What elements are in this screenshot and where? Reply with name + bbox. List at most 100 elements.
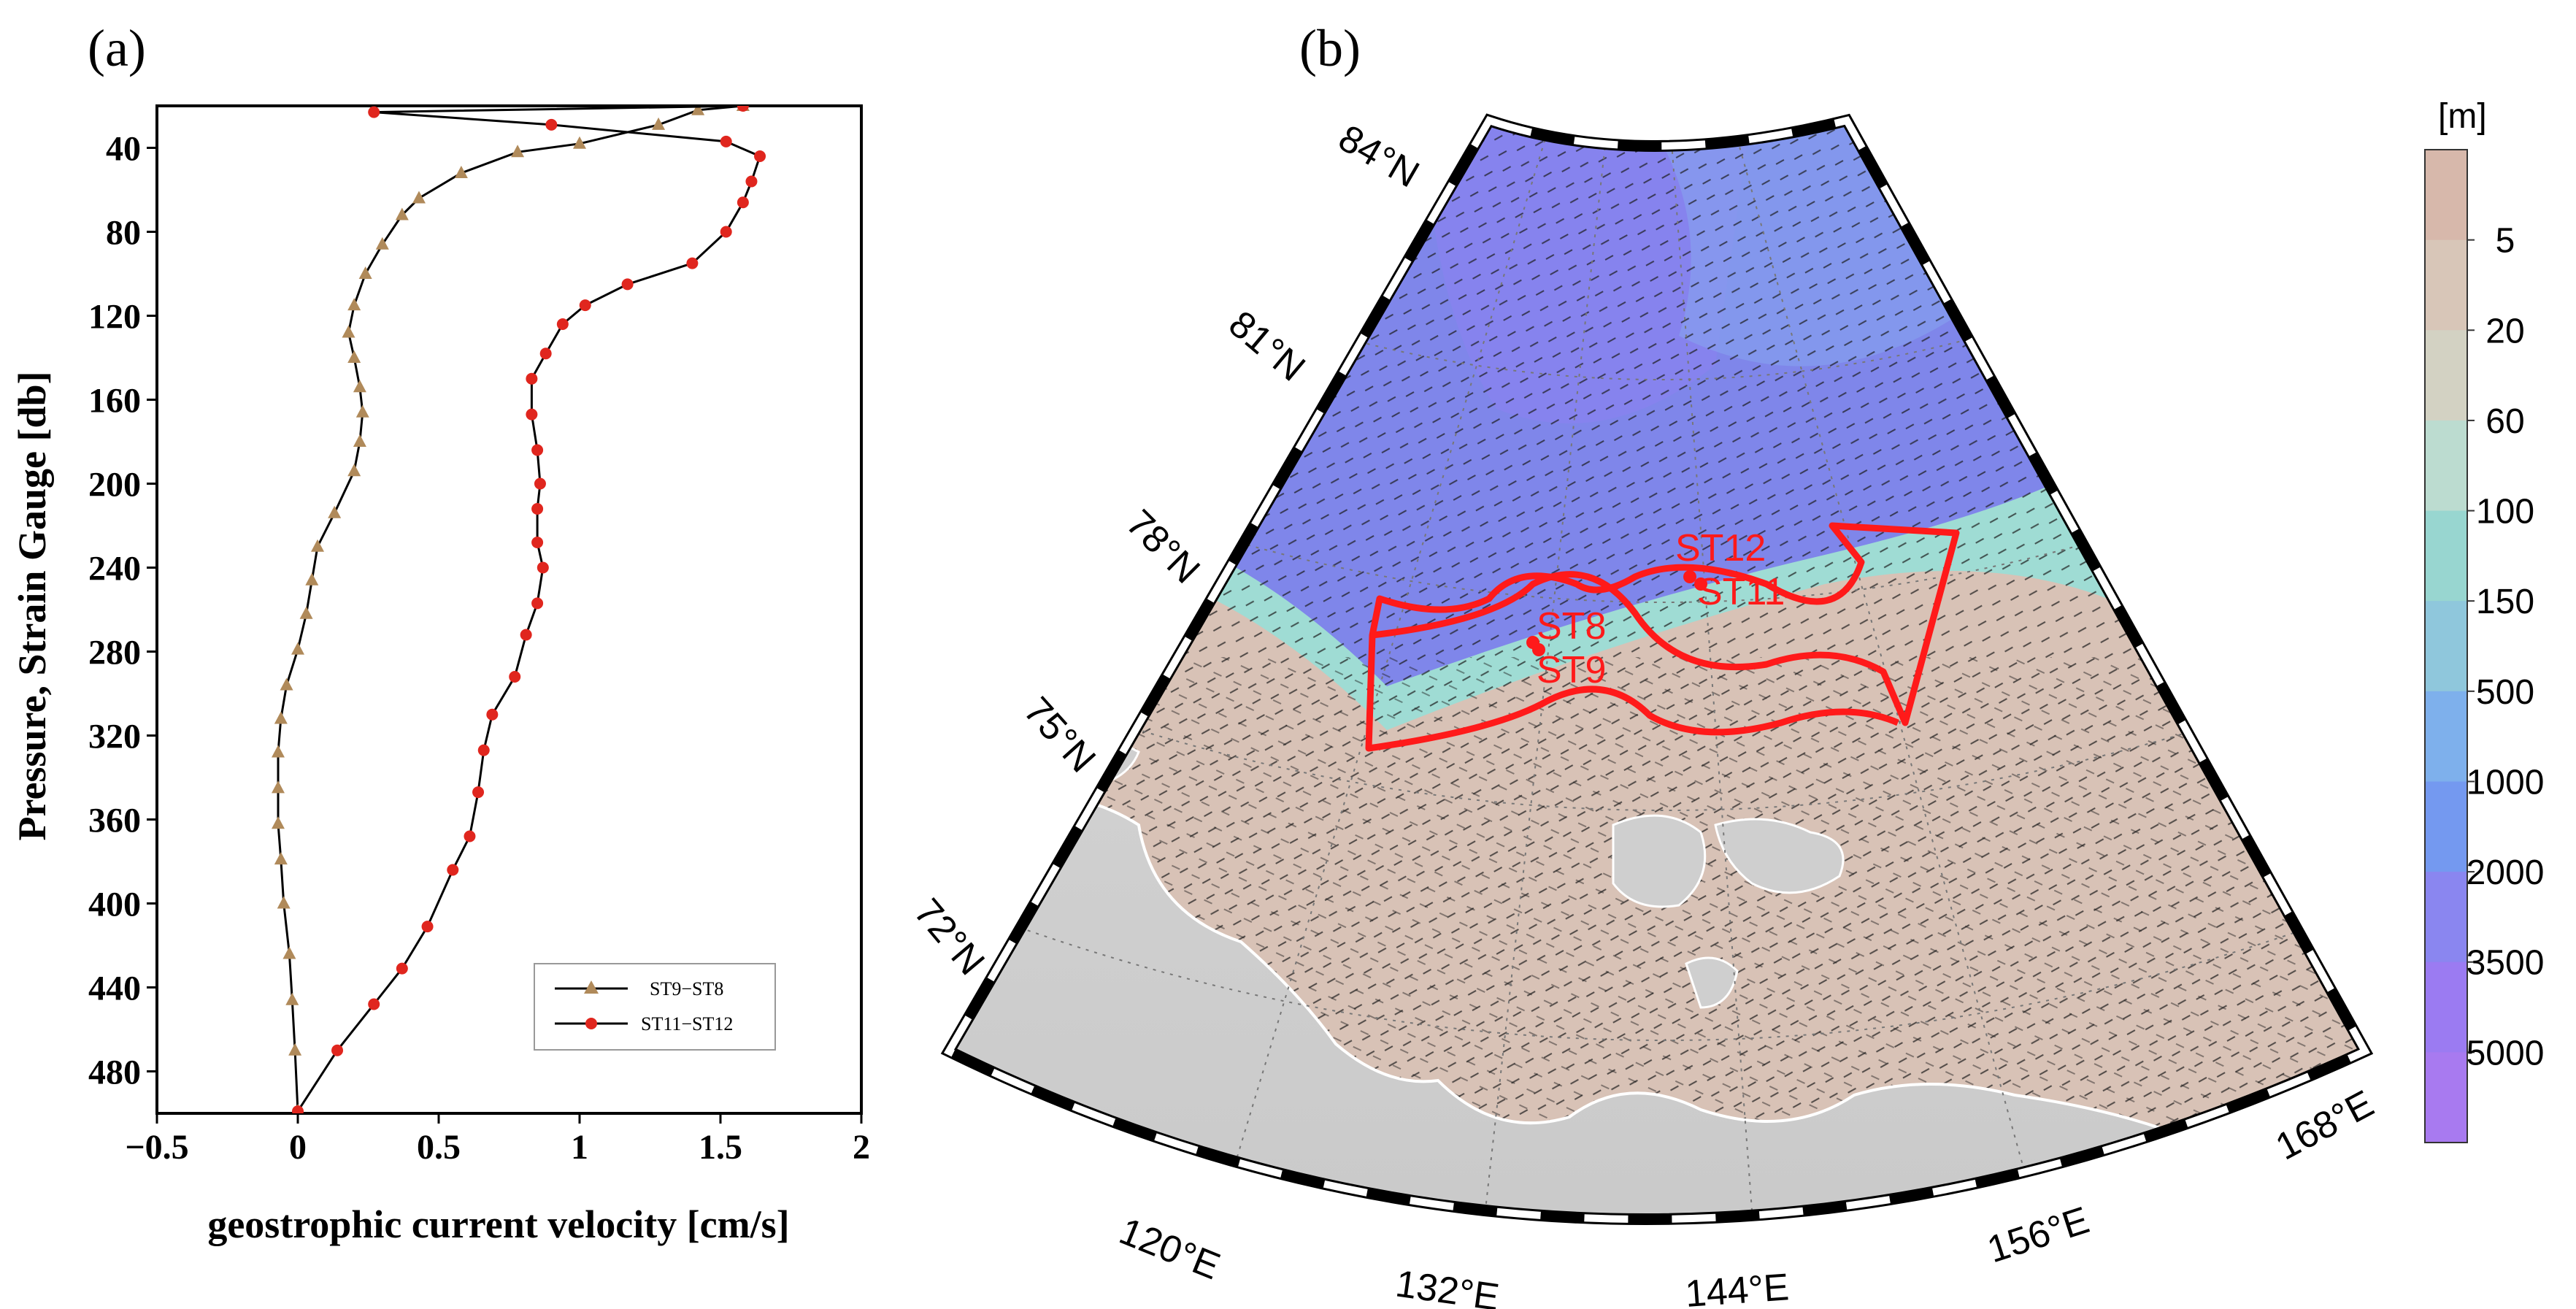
data-point-st9-st8 bbox=[291, 642, 304, 655]
y-tick-label: 80 bbox=[106, 214, 141, 253]
data-point-st9-st8 bbox=[274, 852, 288, 865]
y-axis-ticks: 40 80 120 160 200 240 280 320 360 400 440 480 bbox=[88, 130, 157, 1092]
data-point-st11-st12 bbox=[745, 175, 758, 188]
colorbar-segment bbox=[2425, 420, 2467, 512]
station-st9-marker bbox=[1532, 643, 1545, 656]
data-point-st11-st12 bbox=[396, 962, 408, 975]
data-point-st11-st12 bbox=[539, 348, 552, 360]
station-st12-label: ST12 bbox=[1675, 527, 1766, 569]
data-point-st11-st12 bbox=[720, 226, 732, 238]
lon-label-132e: 132°E bbox=[1393, 1262, 1502, 1309]
legend-marker-st11-st12 bbox=[585, 1018, 597, 1029]
lat-label-84n: 84°N bbox=[1331, 117, 1426, 196]
data-point-st11-st12 bbox=[520, 629, 532, 641]
x-tick-label: 2 bbox=[853, 1128, 870, 1167]
station-st9-label: ST9 bbox=[1537, 649, 1606, 691]
x-axis-ticks: −0.5 0 0.5 1 1.5 2 bbox=[125, 1113, 870, 1167]
y-tick-label: 120 bbox=[88, 298, 141, 337]
colorbar-tick-label: 20 bbox=[2485, 312, 2524, 350]
x-tick-label: 0.5 bbox=[417, 1128, 461, 1167]
data-point-st9-st8 bbox=[691, 106, 705, 115]
data-point-st11-st12 bbox=[686, 257, 699, 269]
data-point-st11-st12 bbox=[621, 278, 634, 291]
data-point-st9-st8 bbox=[274, 711, 288, 724]
colorbar-tick-label: 3500 bbox=[2467, 944, 2545, 983]
colorbar-ticks: 5 20 60 100 150 500 1000 2000 3500 5000 bbox=[2467, 222, 2545, 1073]
flow-arrow-body bbox=[1365, 634, 1899, 752]
y-tick-label: 400 bbox=[88, 886, 141, 924]
data-point-st11-st12 bbox=[531, 444, 544, 456]
lon-label-156e: 156°E bbox=[1983, 1199, 2094, 1271]
data-point-st9-st8 bbox=[342, 325, 355, 338]
data-point-st11-st12 bbox=[556, 318, 569, 330]
data-point-st11-st12 bbox=[754, 150, 766, 162]
land-kotelny bbox=[1714, 818, 1845, 894]
y-tick-label: 440 bbox=[88, 970, 141, 1008]
colorbar-segment bbox=[2425, 150, 2467, 241]
colorbar-segment bbox=[2425, 330, 2467, 421]
data-point-st11-st12 bbox=[531, 537, 544, 548]
legend-entry-st11-st12: ST11−ST12 bbox=[641, 1013, 733, 1034]
station-st11-label: ST11 bbox=[1697, 571, 1785, 613]
flow-arrow bbox=[1369, 522, 1960, 726]
colorbar-segment bbox=[2425, 961, 2467, 1053]
colorbar-tick-label: 100 bbox=[2476, 493, 2534, 531]
land-new-siberian-islands bbox=[1612, 814, 1707, 908]
lon-label-168e: 168°E bbox=[2269, 1083, 2380, 1169]
data-point-st9-st8 bbox=[280, 677, 293, 691]
profile-chart: −0.5 0 0.5 1 1.5 2 40801201602002402803203604… bbox=[10, 104, 870, 1246]
colorbar-unit: [m] bbox=[2438, 97, 2487, 136]
data-point-st11-st12 bbox=[292, 1105, 304, 1113]
data-point-st11-st12 bbox=[579, 299, 591, 312]
data-point-st9-st8 bbox=[271, 780, 285, 794]
map: ST12 ST11 ST8 ST9 84°N 81°N 78°N 75°N 72… bbox=[906, 113, 2380, 1309]
colorbar-tick-label: 60 bbox=[2485, 402, 2524, 441]
map-border-ticks bbox=[943, 115, 2370, 1223]
data-point-st11-st12 bbox=[464, 830, 476, 842]
panel-a-label: (a) bbox=[88, 19, 146, 77]
stations: ST12 ST11 ST8 ST9 bbox=[1526, 527, 1785, 691]
colorbar-segment bbox=[2425, 601, 2467, 692]
legend-entry-st9-st8: ST9−ST8 bbox=[650, 978, 723, 999]
data-point-st11-st12 bbox=[737, 106, 749, 112]
data-point-st9-st8 bbox=[288, 1043, 302, 1056]
land-lyakhovsky bbox=[1685, 956, 1739, 1009]
x-tick-label: −0.5 bbox=[125, 1128, 188, 1167]
data-point-st9-st8 bbox=[454, 166, 468, 178]
data-point-st9-st8 bbox=[355, 404, 369, 418]
data-point-st11-st12 bbox=[368, 106, 380, 118]
data-point-st9-st8 bbox=[271, 745, 285, 758]
colorbar-tick-label: 5 bbox=[2496, 222, 2515, 261]
data-point-st11-st12 bbox=[526, 372, 538, 385]
data-point-st9-st8 bbox=[412, 191, 426, 204]
data-point-st9-st8 bbox=[395, 207, 409, 220]
data-point-st11-st12 bbox=[486, 708, 499, 721]
data-point-st9-st8 bbox=[375, 237, 389, 250]
colorbar-segment bbox=[2425, 510, 2467, 602]
data-point-st9-st8 bbox=[652, 117, 666, 130]
y-axis-label: Pressure, Strain Gauge [db] bbox=[10, 371, 54, 840]
data-point-st9-st8 bbox=[277, 896, 291, 909]
data-point-st9-st8 bbox=[305, 572, 319, 586]
colorbar-tick-label: 150 bbox=[2476, 583, 2534, 621]
colorbar-segment bbox=[2425, 691, 2467, 783]
data-point-st11-st12 bbox=[526, 408, 538, 421]
y-tick-label: 480 bbox=[88, 1053, 141, 1092]
colorbar: [m] 5 20 60 100 150 500 1000 2000 3500 5000 bbox=[2424, 97, 2545, 1143]
data-point-st9-st8 bbox=[282, 946, 296, 959]
x-tick-label: 1 bbox=[571, 1128, 588, 1167]
y-tick-label: 160 bbox=[88, 382, 141, 421]
data-point-st11-st12 bbox=[447, 864, 459, 876]
data-point-st11-st12 bbox=[421, 921, 434, 933]
plot-frame bbox=[155, 104, 863, 1115]
lon-label-120e: 120°E bbox=[1114, 1210, 1226, 1288]
y-tick-label: 280 bbox=[88, 634, 141, 672]
data-point-st9-st8 bbox=[511, 145, 525, 158]
data-point-st11-st12 bbox=[331, 1044, 344, 1056]
data-point-st9-st8 bbox=[358, 266, 372, 279]
y-tick-label: 360 bbox=[88, 802, 141, 840]
data-point-st9-st8 bbox=[285, 992, 299, 1005]
station-st8-label: ST8 bbox=[1537, 605, 1606, 648]
colorbar-frame bbox=[2424, 149, 2468, 1143]
